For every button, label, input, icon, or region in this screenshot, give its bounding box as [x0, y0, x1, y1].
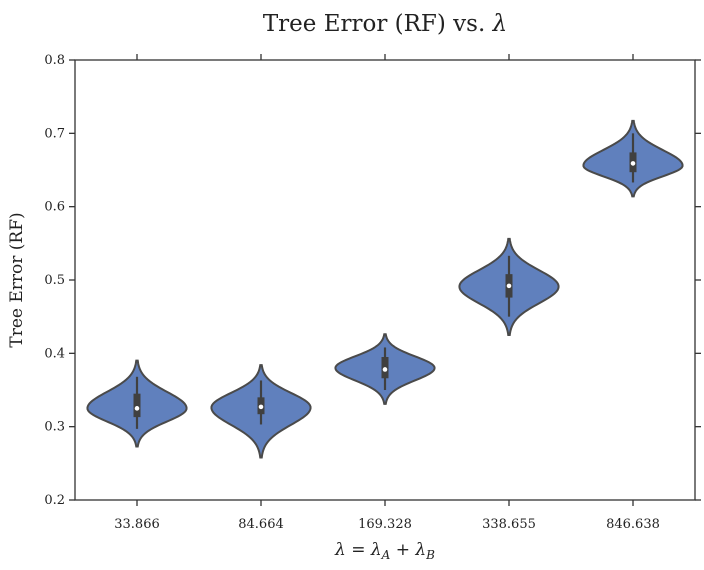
- x-tick-label: 33.866: [114, 517, 160, 532]
- plot-area-frame: [74, 59, 696, 501]
- violin-median-point: [134, 406, 140, 411]
- x-axis-ticks: 33.866 84.664 169.328 338.655 846.638: [114, 54, 660, 532]
- y-tick-label: 0.4: [44, 346, 65, 361]
- y-tick-label: 0.6: [44, 200, 65, 215]
- violin-median-point: [258, 404, 264, 410]
- violins-layer: [86, 119, 684, 459]
- x-tick-label: 338.655: [482, 517, 536, 532]
- violin-median-point: [506, 283, 512, 289]
- y-tick-label: 0.2: [44, 493, 65, 508]
- violin-median-point: [630, 161, 636, 166]
- x-tick-label: 84.664: [238, 517, 284, 532]
- chart-title: Tree Error (RF) vs. λ: [263, 11, 507, 37]
- y-tick-label: 0.3: [44, 420, 65, 435]
- x-axis-label: λ = λA + λB: [334, 540, 435, 562]
- y-tick-label: 0.5: [44, 273, 65, 288]
- y-axis-ticks: 0.2 0.3 0.4 0.5 0.6 0.7 0.8: [44, 53, 701, 508]
- violin-median-point: [382, 367, 388, 372]
- y-axis-label: Tree Error (RF): [7, 212, 27, 347]
- x-tick-label: 846.638: [606, 517, 660, 532]
- y-tick-label: 0.7: [44, 126, 65, 141]
- y-tick-label: 0.8: [44, 53, 65, 68]
- x-tick-label: 169.328: [358, 517, 412, 532]
